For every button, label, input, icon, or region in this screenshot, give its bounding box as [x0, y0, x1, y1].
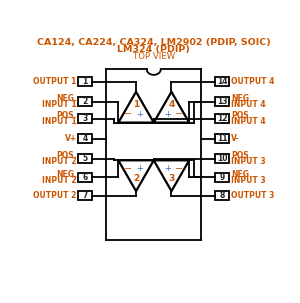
- Text: 6: 6: [82, 173, 88, 182]
- Text: 4: 4: [168, 100, 175, 108]
- Text: NEG.: NEG.: [231, 170, 252, 179]
- Text: NEG.: NEG.: [56, 170, 77, 179]
- Bar: [215, 114, 229, 123]
- Text: OUTPUT 1: OUTPUT 1: [33, 77, 77, 86]
- Text: 13: 13: [217, 97, 227, 106]
- Text: POS.: POS.: [231, 152, 251, 160]
- Text: POS.: POS.: [56, 152, 77, 160]
- Text: 3: 3: [82, 114, 88, 123]
- Text: −: −: [175, 164, 183, 174]
- Text: CA124, CA224, CA324, LM2902 (PDIP, SOIC): CA124, CA224, CA324, LM2902 (PDIP, SOIC): [37, 38, 271, 47]
- Text: OUTPUT 4: OUTPUT 4: [231, 77, 274, 86]
- Text: INPUT 2: INPUT 2: [42, 157, 77, 166]
- Bar: [78, 114, 92, 123]
- Bar: [215, 154, 229, 163]
- Text: INPUT 3: INPUT 3: [231, 157, 266, 166]
- Bar: [215, 97, 229, 106]
- Text: 2: 2: [133, 174, 139, 183]
- Text: 11: 11: [217, 134, 227, 143]
- Text: 9: 9: [220, 173, 225, 182]
- Text: INPUT 3: INPUT 3: [231, 176, 266, 185]
- Text: −: −: [124, 109, 132, 119]
- Text: 12: 12: [217, 114, 227, 123]
- Bar: [215, 77, 229, 86]
- Text: +: +: [136, 164, 143, 173]
- Text: NEG.: NEG.: [56, 94, 77, 103]
- Text: 8: 8: [220, 191, 225, 200]
- Text: LM324 (PDIP): LM324 (PDIP): [117, 45, 190, 54]
- Bar: [78, 97, 92, 106]
- Bar: [215, 173, 229, 182]
- Text: 5: 5: [83, 154, 88, 163]
- Text: POS.: POS.: [56, 111, 77, 120]
- Text: +: +: [136, 110, 143, 119]
- Bar: [215, 191, 229, 200]
- Text: V+: V+: [64, 134, 77, 143]
- Text: 7: 7: [82, 191, 88, 200]
- Text: TOP VIEW: TOP VIEW: [133, 52, 175, 61]
- Text: INPUT 1: INPUT 1: [42, 117, 77, 126]
- Text: OUTPUT 2: OUTPUT 2: [33, 191, 77, 200]
- Bar: [78, 134, 92, 143]
- Text: 1: 1: [133, 100, 139, 108]
- Text: POS.: POS.: [231, 111, 251, 120]
- Bar: [78, 154, 92, 163]
- Bar: [215, 134, 229, 143]
- Text: +: +: [164, 110, 171, 119]
- Text: INPUT 1: INPUT 1: [42, 100, 77, 109]
- Text: V-: V-: [231, 134, 239, 143]
- Text: −: −: [124, 164, 132, 174]
- Text: INPUT 4: INPUT 4: [231, 117, 266, 126]
- Text: 2: 2: [82, 97, 88, 106]
- Text: NEG.: NEG.: [231, 94, 252, 103]
- Bar: [78, 77, 92, 86]
- Bar: [78, 191, 92, 200]
- Text: 10: 10: [217, 154, 227, 163]
- Text: +: +: [164, 164, 171, 173]
- Text: 1: 1: [82, 77, 88, 86]
- Text: −: −: [175, 109, 183, 119]
- Bar: [78, 173, 92, 182]
- Text: 4: 4: [82, 134, 88, 143]
- Text: INPUT 2: INPUT 2: [42, 176, 77, 185]
- Text: 14: 14: [217, 77, 227, 86]
- Text: 3: 3: [168, 174, 175, 183]
- Text: OUTPUT 3: OUTPUT 3: [231, 191, 274, 200]
- Text: INPUT 4: INPUT 4: [231, 100, 266, 109]
